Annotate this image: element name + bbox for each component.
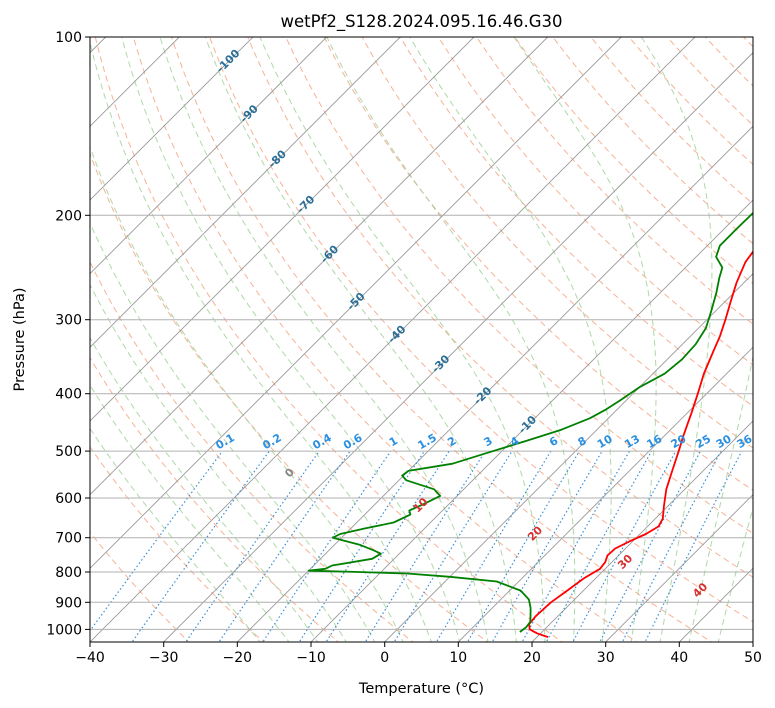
x-tick-label: −10 (296, 650, 326, 666)
y-tick-label: 500 (55, 444, 82, 460)
mixing-ratio-line (90, 450, 223, 632)
y-tick-label: 300 (55, 313, 82, 329)
x-tick-label: 10 (449, 650, 467, 666)
x-tick-label: 0 (380, 650, 389, 666)
x-tick-label: −40 (75, 650, 105, 666)
profiles (307, 211, 753, 638)
mixing-ratio-line (466, 450, 580, 642)
isotherm-line (162, 52, 753, 642)
dewpoint-profile-line (307, 211, 753, 633)
y-tick-label: 700 (55, 531, 82, 547)
isotherm-line (383, 273, 753, 642)
x-tick-label: 50 (744, 650, 762, 666)
dry-adiabat-line (514, 37, 753, 285)
mixing-ratio-line (325, 450, 450, 642)
isotherm-line (531, 420, 753, 642)
mixing-ratio-line (262, 450, 392, 642)
x-axis-label: Temperature (°C) (358, 681, 484, 697)
x-tick-label: −20 (223, 650, 253, 666)
dry-adiabat-line (90, 152, 489, 642)
y-tick-label: 400 (55, 387, 82, 403)
y-axis: 1000 900 800 700 600 500 400 300 200 100 (46, 30, 90, 638)
x-tick-label: 20 (523, 650, 541, 666)
mixing-ratio-line (364, 450, 486, 642)
background-lines (90, 37, 753, 642)
mixing-ratio-line (599, 450, 702, 642)
x-tick-label: −30 (149, 650, 179, 666)
isotherm-line (310, 199, 753, 642)
isotherm-line (236, 125, 753, 642)
y-tick-label: 600 (55, 491, 82, 507)
plot-frame (89, 36, 754, 643)
isotherm-line (90, 37, 475, 422)
isotherm-line (90, 37, 254, 201)
moist-adiabat-line (90, 221, 376, 642)
y-axis-label: Pressure (hPa) (12, 287, 28, 391)
dry-adiabat-line (476, 37, 753, 325)
x-tick-label: 30 (597, 650, 615, 666)
mixing-ratio-line (218, 450, 351, 642)
isotherm-line (90, 37, 622, 569)
mixing-ratio-line (185, 450, 320, 642)
y-tick-label: 200 (55, 208, 82, 224)
y-tick-label: 800 (55, 565, 82, 581)
isotherm-line (90, 37, 549, 496)
isotherm-line (90, 37, 328, 275)
isotherm-line (457, 346, 753, 642)
isotherm-line (90, 37, 401, 348)
isotherm-line (90, 37, 696, 642)
mixing-ratio-line (572, 450, 677, 642)
mixing-ratio-line (621, 450, 722, 642)
mixing-ratio-line (131, 450, 270, 642)
y-tick-label: 1000 (46, 622, 82, 638)
chart-title: wetPf2_S128.2024.095.16.46.G30 (280, 12, 562, 32)
x-axis: −40 −30 −20 −10 0 10 20 30 40 50 (75, 642, 762, 666)
y-tick-label: 100 (55, 30, 82, 46)
dry-adiabat-line (90, 260, 414, 642)
mixing-ratio-line (298, 450, 425, 642)
y-tick-label: 900 (55, 595, 82, 611)
temperature-profile-line (528, 250, 753, 638)
x-tick-label: 40 (670, 650, 688, 666)
isotherm-line (604, 493, 753, 642)
mixing-ratio-line (393, 450, 513, 642)
